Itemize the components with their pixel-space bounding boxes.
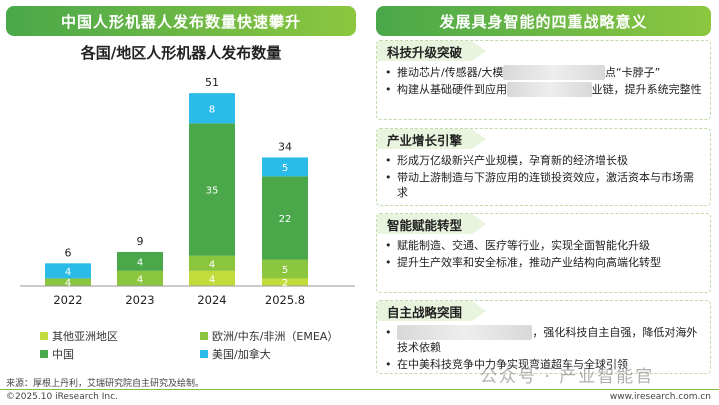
section-title: 产业增长引擎 — [377, 129, 487, 149]
x-tick-label-2025.8: 2025.8 — [265, 293, 305, 307]
legend-item-china: 中国 — [40, 346, 74, 362]
x-tick-label-2024: 2024 — [197, 293, 226, 307]
list-item: 赋能制造、交通、医疗等行业，实现全面智能化升级 — [385, 238, 702, 253]
item-text: 业链，提升系统完整性 — [591, 83, 702, 96]
item-text: 形成万亿级新兴产业规模，孕育新的经济增长极 — [397, 154, 628, 167]
list-item: 推动芯片/传感器/大模████████████点“卡脖子” — [385, 65, 702, 80]
segment-label-us-canada-2022: 4 — [65, 267, 71, 278]
section-strategic-breakthrough: 自主战略突围 ████████████████，强化科技自主自强，降低对海外技术… — [376, 300, 711, 374]
section-industry-growth: 产业增长引擎 形成万亿级新兴产业规模，孕育新的经济增长极 带动上游制造与下游应用… — [376, 128, 711, 206]
item-text: 推动芯片/传感器/大模 — [397, 66, 504, 79]
legend-swatch-us-canada — [200, 350, 208, 358]
redaction-mask: ██████████ — [507, 82, 592, 97]
segment-label-emea-2022: 4 — [65, 278, 71, 289]
bar-segment-other-asia-2024 — [189, 270, 235, 286]
total-label-2022: 6 — [65, 246, 72, 259]
section-smart-empowerment: 智能赋能转型 赋能制造、交通、医疗等行业，实现全面智能化升级 提升生产效率和安全… — [376, 213, 711, 293]
section-title: 智能赋能转型 — [377, 214, 487, 234]
segment-label-other-asia-2025.8: 2 — [282, 278, 288, 289]
section-title: 自主战略突围 — [377, 301, 487, 321]
section-list: 推动芯片/传感器/大模████████████点“卡脖子” 构建从基础硬件到应用… — [385, 65, 702, 99]
bar-segment-us-canada-2025.8 — [262, 157, 308, 177]
section-list: 赋能制造、交通、医疗等行业，实现全面智能化升级 提升生产效率和安全标准，推动产业… — [385, 238, 702, 272]
item-text: 在中美科技竞争中力争实现弯道超车与全球引领 — [397, 358, 628, 371]
segment-label-us-canada-2025.8: 5 — [282, 163, 288, 174]
source-note: 来源：厚根上丹利，艾瑞研究院自主研究及绘制。 — [6, 379, 205, 389]
segment-label-emea-2023: 4 — [137, 274, 143, 285]
segment-label-china-2025.8: 22 — [279, 214, 292, 225]
bar-segment-china-2023 — [117, 251, 163, 271]
legend-label-us-canada: 美国/加拿大 — [212, 348, 271, 361]
list-item: 在中美科技竞争中力争实现弯道超车与全球引领 — [385, 357, 702, 372]
legend-label-emea: 欧洲/中东/非洲（EMEA） — [212, 330, 339, 343]
segment-label-emea-2024: 4 — [209, 259, 215, 270]
list-item: 提升生产效率和安全标准，推动产业结构向高端化转型 — [385, 255, 702, 270]
section-list: ████████████████，强化科技自主自强，降低对海外技术依赖 在中美科… — [385, 325, 702, 374]
item-text: 提升生产效率和安全标准，推动产业结构向高端化转型 — [397, 256, 661, 269]
legend-item-emea: 欧洲/中东/非洲（EMEA） — [200, 328, 338, 344]
bar-segment-other-asia-2025.8 — [262, 278, 308, 286]
legend-item-us-canada: 美国/加拿大 — [200, 346, 271, 362]
total-label-2024: 51 — [205, 76, 219, 89]
bar-segment-emea-2023 — [117, 270, 163, 286]
bar-segment-us-canada-2024 — [189, 93, 235, 124]
list-item: 形成万亿级新兴产业规模，孕育新的经济增长极 — [385, 153, 702, 168]
redaction-mask: ████████████ — [503, 65, 605, 80]
segment-label-china-2024: 35 — [206, 186, 219, 197]
segment-label-us-canada-2024: 8 — [209, 104, 215, 115]
legend-label-china: 中国 — [52, 348, 74, 361]
segment-label-other-asia-2024: 4 — [209, 274, 215, 285]
left-panel-header: 中国人形机器人发布数量快速攀升 — [6, 6, 356, 36]
total-label-2023: 9 — [137, 235, 144, 248]
legend-swatch-china — [40, 350, 48, 358]
bar-segment-china-2024 — [189, 123, 235, 256]
x-tick-label-2023: 2023 — [125, 293, 154, 307]
legend-item-other-asia: 其他亚洲地区 — [40, 328, 118, 344]
section-title: 科技升级突破 — [377, 41, 487, 61]
redaction-mask: ████████████████ — [397, 325, 533, 340]
bar-segment-emea-2022 — [45, 278, 91, 286]
item-text: 赋能制造、交通、医疗等行业，实现全面智能化升级 — [397, 239, 650, 252]
bar-segment-china-2025.8 — [262, 176, 308, 260]
right-panel-header: 发展具身智能的四重战略意义 — [376, 6, 711, 36]
section-tech-upgrade: 科技升级突破 推动芯片/传感器/大模████████████点“卡脖子” 构建从… — [376, 40, 711, 120]
item-text: 带动上游制造与下游应用的连锁投资效应，激活资本与市场需求 — [397, 171, 694, 199]
segment-label-emea-2025.8: 5 — [282, 265, 288, 276]
total-label-2025.8: 34 — [278, 140, 292, 153]
item-text: ，强化科技自主自强，降低对海外技术依赖 — [397, 326, 698, 354]
footer-divider — [0, 389, 719, 390]
item-text: 点“卡脖子” — [604, 66, 661, 79]
chart-title: 各国/地区人形机器人发布数量 — [80, 44, 282, 62]
bar-segment-us-canada-2022 — [45, 263, 91, 279]
legend-swatch-emea — [200, 332, 208, 340]
list-item: 构建从基础硬件到应用██████████业链，提升系统完整性 — [385, 82, 702, 97]
segment-label-china-2023: 4 — [137, 257, 143, 268]
list-item: ████████████████，强化科技自主自强，降低对海外技术依赖 — [385, 325, 702, 355]
copyright-text: ©2025.10 iResearch Inc. — [6, 392, 118, 402]
legend-label-other-asia: 其他亚洲地区 — [52, 330, 118, 343]
list-item: 带动上游制造与下游应用的连锁投资效应，激活资本与市场需求 — [385, 170, 702, 200]
section-list: 形成万亿级新兴产业规模，孕育新的经济增长极 带动上游制造与下游应用的连锁投资效应… — [385, 153, 702, 202]
legend-swatch-other-asia — [40, 332, 48, 340]
bar-segment-emea-2025.8 — [262, 259, 308, 279]
item-text: 构建从基础硬件到应用 — [397, 83, 507, 96]
website-link[interactable]: www.iresearch.com.cn — [609, 392, 711, 402]
watermark-text: 公众号 · 产业智能官 — [480, 367, 655, 387]
bar-segment-emea-2024 — [189, 255, 235, 271]
x-tick-label-2022: 2022 — [53, 293, 82, 307]
